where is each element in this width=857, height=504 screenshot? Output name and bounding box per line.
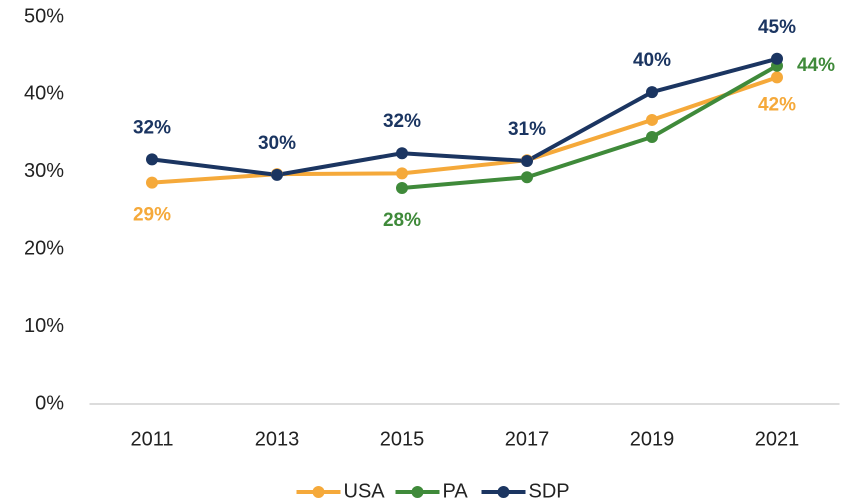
- value-label: 42%: [758, 94, 796, 115]
- point: [396, 147, 408, 160]
- point: [396, 182, 408, 195]
- y-tick-label: 20%: [24, 237, 64, 259]
- point: [646, 130, 658, 143]
- series-line: [151, 75, 778, 185]
- legend-label: SDP: [529, 480, 570, 502]
- point: [771, 71, 783, 84]
- x-tick-label: 2019: [630, 428, 675, 450]
- point: [521, 154, 533, 167]
- point: [521, 171, 533, 184]
- legend-label: USA: [344, 480, 386, 502]
- series-line: [151, 56, 778, 177]
- x-tick-label: 2011: [130, 428, 173, 450]
- y-tick-label: 10%: [24, 315, 64, 337]
- value-label: 30%: [258, 133, 296, 154]
- x-tick-label: 2017: [505, 428, 550, 450]
- value-label: 29%: [133, 205, 171, 226]
- series-line: [401, 64, 778, 191]
- legend-label: PA: [443, 480, 469, 502]
- y-tick-label: 30%: [24, 160, 64, 182]
- x-tick-label: 2021: [755, 428, 800, 450]
- point: [271, 168, 283, 181]
- y-tick-label: 0%: [35, 392, 64, 414]
- legend-marker: [497, 486, 510, 498]
- point: [146, 176, 158, 189]
- point: [771, 52, 783, 65]
- value-label: 44%: [797, 55, 835, 76]
- y-tick-label: 40%: [24, 83, 64, 105]
- point: [646, 113, 658, 126]
- legend-marker: [312, 486, 325, 498]
- value-label: 45%: [758, 17, 796, 38]
- value-label: 31%: [508, 119, 546, 140]
- value-label: 32%: [133, 117, 171, 138]
- value-label: 32%: [383, 111, 421, 132]
- x-tick-label: 2015: [380, 428, 425, 450]
- x-tick-label: 2013: [255, 428, 300, 450]
- point: [146, 153, 158, 166]
- point: [646, 86, 658, 99]
- value-label: 40%: [633, 50, 671, 71]
- legend-marker: [411, 486, 424, 498]
- y-tick-label: 50%: [24, 5, 64, 27]
- point: [396, 167, 408, 180]
- value-label: 28%: [383, 210, 421, 231]
